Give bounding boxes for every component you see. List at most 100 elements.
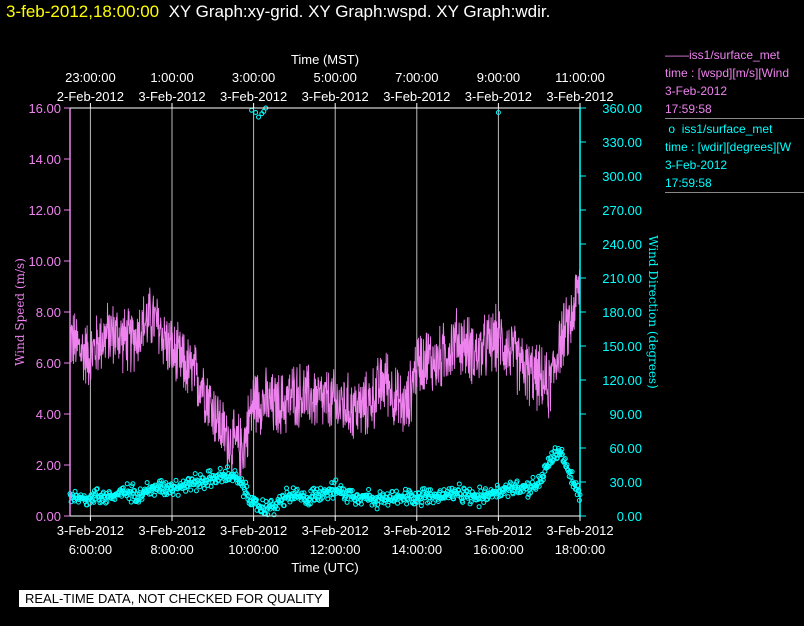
right-tick-label: 180.00 xyxy=(602,305,642,320)
wind-direction-point xyxy=(494,494,500,500)
wind-direction-point xyxy=(284,485,289,491)
wind-direction-point xyxy=(120,485,126,491)
wind-direction-point xyxy=(90,498,96,504)
legend-entry-wdir: o iss1/surface_met time : [wdir][degrees… xyxy=(665,120,804,192)
wind-direction-point xyxy=(418,503,424,509)
wind-direction-point xyxy=(140,493,145,499)
wind-direction-point xyxy=(76,499,81,505)
right-tick-label: 90.00 xyxy=(609,407,642,422)
wind-direction-outlier xyxy=(495,110,501,115)
wind-direction-point xyxy=(468,499,474,505)
wind-direction-point xyxy=(564,462,570,468)
left-axis-title: Wind Speed (m/s) xyxy=(13,258,27,366)
wind-direction-point xyxy=(222,468,228,474)
wind-direction-point xyxy=(405,496,411,502)
wind-direction-point xyxy=(372,501,378,507)
wind-direction-point xyxy=(301,490,307,496)
wind-direction-point xyxy=(318,485,323,491)
bottom-tick-date: 3-Feb-2012 xyxy=(302,523,369,538)
wind-direction-point xyxy=(542,468,548,474)
wind-direction-point xyxy=(393,488,399,494)
wind-direction-point xyxy=(465,495,471,501)
right-axis-title: Wind Direction (degrees) xyxy=(646,235,660,389)
wind-direction-point xyxy=(421,486,427,492)
wind-direction-point xyxy=(170,488,176,494)
wind-direction-point xyxy=(501,491,507,496)
wind-direction-point xyxy=(170,492,176,497)
wind-direction-point xyxy=(316,491,322,497)
legend-series-date: 3-Feb-2012 xyxy=(665,84,728,98)
wind-direction-point xyxy=(344,499,350,505)
wind-direction-point xyxy=(320,495,326,500)
left-tick-label: 0.00 xyxy=(36,509,61,524)
wind-direction-point xyxy=(435,499,441,504)
wind-direction-point xyxy=(208,484,214,489)
wind-direction-point xyxy=(244,484,250,489)
wind-direction-point xyxy=(325,496,331,502)
wind-direction-point xyxy=(427,487,433,493)
title-date: 3-feb-2012,18:00:00 xyxy=(6,2,160,21)
bottom-axis-title: Time (UTC) xyxy=(291,560,358,575)
bottom-tick-date: 3-Feb-2012 xyxy=(465,523,532,538)
bottom-tick-time: 8:00:00 xyxy=(150,542,193,557)
top-axis-title: Time (MST) xyxy=(291,52,359,67)
wind-direction-point xyxy=(253,497,259,503)
wind-direction-point xyxy=(193,488,199,494)
wind-direction-point xyxy=(505,494,511,500)
bottom-tick-date: 3-Feb-2012 xyxy=(57,523,124,538)
axis-labels: 0.00 2.00 4.00 6.00 8.00 10.00 12.00 14.00 16.00… xyxy=(13,52,660,575)
legend-series-name: iss1/surface_met xyxy=(689,48,780,62)
top-tick-date: 3-Feb-2012 xyxy=(465,89,532,104)
wind-direction-outlier xyxy=(256,114,261,120)
left-tick-label: 14.00 xyxy=(28,152,61,167)
top-tick-time: 1:00:00 xyxy=(150,70,193,85)
wind-direction-point xyxy=(574,492,580,498)
left-tick-label: 12.00 xyxy=(28,203,61,218)
bottom-tick-time: 14:00:00 xyxy=(391,542,442,557)
wind-direction-point xyxy=(265,512,271,518)
wind-direction-point xyxy=(404,501,410,507)
wind-direction-point xyxy=(175,492,181,498)
wind-direction-point xyxy=(271,512,277,518)
wind-direction-point xyxy=(530,474,536,480)
bottom-tick-time: 10:00:00 xyxy=(228,542,279,557)
wind-direction-point xyxy=(476,504,482,510)
wind-direction-point xyxy=(158,478,164,483)
legend-series-time: 17:59:58 xyxy=(665,176,712,190)
wind-direction-point xyxy=(281,503,287,509)
right-tick-label: 210.00 xyxy=(602,271,642,286)
legend-series-name: iss1/surface_met xyxy=(681,122,773,136)
top-tick-time: 9:00:00 xyxy=(477,70,520,85)
wind-direction-point xyxy=(124,481,130,487)
wind-direction-point xyxy=(419,500,425,505)
wind-direction-point xyxy=(94,486,100,492)
wind-direction-point xyxy=(163,480,169,486)
legend-circle-marker: o xyxy=(668,122,676,136)
wind-direction-point xyxy=(312,497,318,503)
wind-direction-point xyxy=(536,483,542,489)
bottom-tick-time: 12:00:00 xyxy=(310,542,361,557)
legend-series-date: 3-Feb-2012 xyxy=(665,158,728,172)
bottom-tick-date: 3-Feb-2012 xyxy=(383,523,450,538)
wind-direction-outlier xyxy=(253,110,259,115)
right-tick-label: 120.00 xyxy=(602,373,642,388)
wind-direction-point xyxy=(201,486,207,492)
page-title: 3-feb-2012,18:00:00 XY Graph:xy-grid. XY… xyxy=(6,2,550,22)
wind-direction-point xyxy=(349,488,355,493)
wind-direction-point xyxy=(460,499,466,505)
wind-direction-point xyxy=(510,491,516,497)
top-tick-date: 3-Feb-2012 xyxy=(302,89,369,104)
wind-direction-point xyxy=(374,506,380,512)
wind-direction-point xyxy=(188,487,194,493)
wind-direction-point xyxy=(524,480,530,486)
wind-direction-point xyxy=(112,497,118,502)
wind-direction-point xyxy=(554,455,560,461)
wind-direction-point xyxy=(103,500,109,506)
wind-direction-point xyxy=(132,488,138,493)
left-tick-label: 6.00 xyxy=(36,356,61,371)
wind-direction-point xyxy=(217,466,223,471)
wind-direction-point xyxy=(263,498,269,504)
wind-direction-point xyxy=(333,477,339,483)
bottom-tick-time: 6:00:00 xyxy=(69,542,112,557)
wind-direction-point xyxy=(93,491,98,497)
